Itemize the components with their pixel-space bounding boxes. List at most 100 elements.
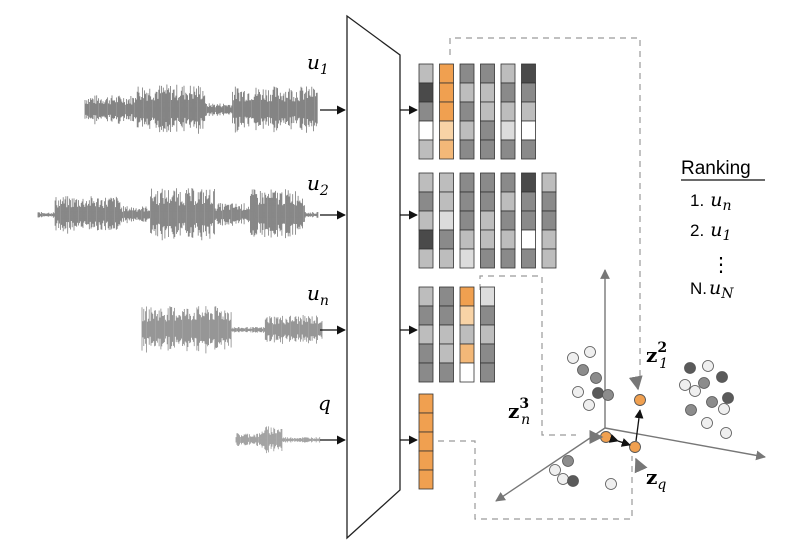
grid-u1-cell [459, 63, 475, 84]
embedding-points [549, 346, 734, 490]
embedding-point [583, 399, 595, 411]
embedding-point [577, 364, 589, 376]
grid-u2-cell [500, 210, 516, 231]
grid-u2-cell [418, 210, 434, 231]
grid-u2-cell [439, 229, 454, 250]
waveform-3 [141, 306, 323, 354]
grid-u1-cell [418, 101, 434, 122]
grid-u2-cell [480, 248, 495, 269]
embedding-point [590, 372, 602, 384]
embedding-point [702, 360, 714, 372]
encoder-block [346, 14, 401, 540]
grid-u2-cell [521, 210, 536, 231]
encoder-arrows [320, 105, 418, 445]
grid-u2-cell [459, 229, 475, 250]
grid-u2-cell [459, 248, 475, 269]
grid-u1-cell [480, 82, 495, 103]
grid-q-cell [418, 412, 434, 433]
grid-un-cell [418, 286, 434, 307]
label-q: q [318, 391, 331, 415]
embedding-axes [495, 269, 766, 502]
embedding-point [562, 455, 574, 467]
grid-u1-cell [521, 82, 536, 103]
grid-un-cell [480, 286, 495, 307]
grid-q-cell [418, 431, 434, 452]
embedding-point [685, 404, 697, 416]
grid-u1-cell [439, 139, 454, 160]
grid-u2-cell [521, 229, 536, 250]
embedding-point [722, 392, 734, 404]
grid-un-cell [459, 305, 475, 326]
grid-u1-cell [418, 82, 434, 103]
grid-u2-cell [541, 229, 557, 250]
waveform-2 [37, 188, 319, 241]
grid-u1-cell [418, 139, 434, 160]
grid-u1-cell [439, 63, 454, 84]
embedding-point [720, 427, 732, 439]
grid-un-cell [459, 343, 475, 364]
grid-u2-cell [541, 248, 557, 269]
grid-u1-cell [521, 101, 536, 122]
ranking-title: Ranking [681, 158, 751, 179]
grid-u1-cell [521, 63, 536, 84]
grid-u1-cell [500, 139, 516, 160]
grid-un-cell [439, 305, 454, 326]
embedding-point-zq [629, 441, 641, 453]
feature-grids [418, 63, 557, 490]
grid-u1-cell [459, 101, 475, 122]
ranking-panel: Ranking 1. un 2. u1 ⋮ N. uN [681, 158, 765, 302]
waveform-4 [235, 426, 321, 454]
label-un: un [307, 281, 329, 309]
grid-u1-cell [439, 101, 454, 122]
embedding-point [605, 478, 617, 490]
grid-u2-cell [480, 191, 495, 212]
grid-u2-cell [500, 248, 516, 269]
ranking-item-2: 2. u1 [690, 219, 731, 244]
embedding-point-z12 [634, 394, 646, 406]
grid-u1-cell [521, 120, 536, 141]
embedding-point [698, 377, 710, 389]
ranking-ellipsis: ⋮ [711, 254, 731, 276]
grid-u2-cell [418, 172, 434, 193]
grid-u1-cell [459, 82, 475, 103]
grid-u1-cell [521, 139, 536, 160]
embedding-point [718, 403, 730, 415]
grid-u1-cell [500, 82, 516, 103]
grid-u2-cell [541, 210, 557, 231]
grid-un-cell [459, 324, 475, 345]
embedding-point [701, 417, 713, 429]
ranking-item-n: N. uN [690, 277, 734, 302]
embedding-point [684, 362, 696, 374]
grid-u2-cell [521, 172, 536, 193]
grid-u1-cell [439, 82, 454, 103]
embedding-point [706, 396, 718, 408]
grid-un-cell [418, 305, 434, 326]
label-zn3: z3 n [508, 396, 530, 428]
grid-u2-cell [500, 229, 516, 250]
embedding-point [716, 371, 728, 383]
waveforms [37, 84, 323, 454]
embedding-point [557, 473, 569, 485]
embedding-point [592, 387, 604, 399]
embedding-point [549, 464, 561, 476]
grid-u2-cell [541, 191, 557, 212]
ranking-item-1: 1. un [690, 189, 731, 214]
grid-u1-cell [480, 63, 495, 84]
grid-un-cell [418, 362, 434, 383]
grid-u2-cell [500, 191, 516, 212]
embedding-point [567, 352, 579, 364]
grid-un-cell [439, 362, 454, 383]
embedding-point [689, 385, 701, 397]
grid-u1-cell [459, 139, 475, 160]
grid-un-cell [439, 343, 454, 364]
grid-u2-cell [418, 191, 434, 212]
label-z12: z2 1 [646, 340, 668, 372]
grid-un-cell [480, 362, 495, 383]
grid-u2-cell [480, 229, 495, 250]
grid-u1-cell [480, 101, 495, 122]
embedding-point [567, 475, 579, 487]
grid-u1-cell [480, 120, 495, 141]
grid-u2-cell [521, 248, 536, 269]
grid-u1-cell [418, 120, 434, 141]
